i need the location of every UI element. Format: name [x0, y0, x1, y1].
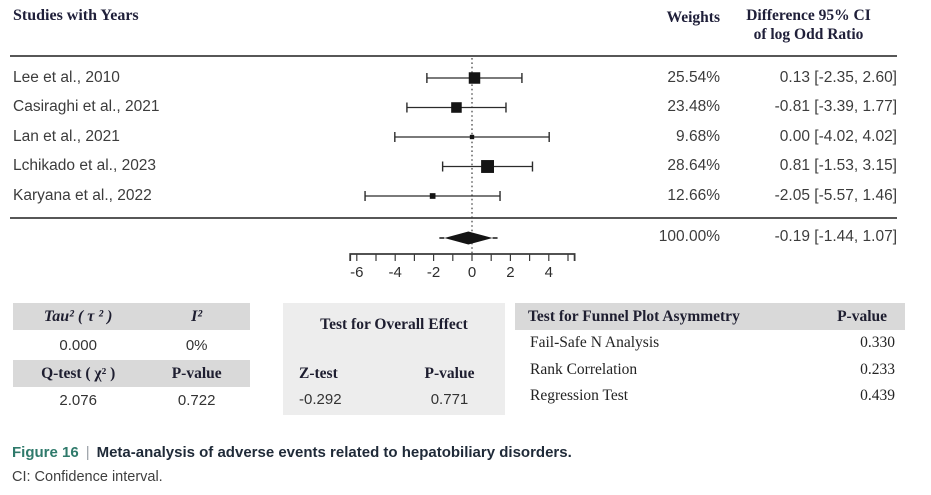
funnel-row-label: Rank Correlation: [530, 360, 638, 378]
funnel-header-band: Test for Funnel Plot Asymmetry P-value: [515, 303, 905, 330]
summary-row: 100.00% -0.19 [-1.44, 1.07]: [0, 223, 897, 251]
funnel-row: Regression Test 0.439: [515, 383, 905, 410]
overall-effect-panel: Test for Overall Effect Z-test P-value -…: [283, 303, 505, 415]
column-header-studies: Studies with Years: [13, 7, 139, 24]
study-label: Casiraghi et al., 2021: [13, 98, 160, 116]
funnel-row: Fail-Safe N Analysis 0.330: [515, 330, 905, 357]
study-ci: 0.00 [-4.02, 4.02]: [779, 127, 897, 145]
qtest-header-band: Q-test ( χ² ) P-value: [13, 360, 250, 387]
study-label: Karyana et al., 2022: [13, 186, 152, 204]
study-weight: 25.54%: [667, 68, 720, 86]
study-marker: [468, 72, 481, 84]
heterogeneity-values-row: 0.000 0%: [13, 330, 250, 360]
tau2-header: Tau² ( τ ² ): [43, 307, 113, 325]
study-weight: 28.64%: [667, 157, 720, 175]
x-axis: [349, 253, 576, 261]
study-marker: [429, 193, 436, 199]
study-weight: 12.66%: [667, 186, 720, 204]
study-weight: 23.48%: [667, 98, 720, 116]
qtest-values-row: 2.076 0.722: [13, 387, 250, 413]
funnel-row-value: 0.330: [860, 334, 895, 352]
tau2-value: 0.000: [59, 336, 97, 354]
qtest-header: Q-test ( χ² ): [41, 364, 116, 382]
summary-ci: -0.19 [-1.44, 1.07]: [774, 228, 897, 245]
funnel-title: Test for Funnel Plot Asymmetry: [528, 307, 740, 325]
funnel-pvalue-header: P-value: [837, 307, 887, 325]
study-ci: 0.81 [-1.53, 3.15]: [779, 157, 897, 175]
study-weight: 9.68%: [676, 127, 720, 145]
study-marker: [469, 134, 475, 140]
i2-value: 0%: [185, 336, 208, 354]
axis-tick-label: -6: [350, 264, 363, 281]
funnel-row: Rank Correlation 0.233: [515, 357, 905, 384]
figure-caption: Figure 16 | Meta-analysis of adverse event…: [12, 444, 572, 461]
i2-header: I²: [191, 307, 203, 325]
column-header-weights: Weights: [666, 9, 720, 26]
ztest-header: Z-test: [299, 365, 338, 382]
overall-effect-title: Test for Overall Effect: [320, 316, 468, 333]
table-header-row: Studies with Years Weights Difference 95…: [0, 7, 897, 45]
study-row: Lan et al., 2021 9.68% 0.00 [-4.02, 4.02…: [0, 122, 897, 152]
study-row: Lchikado et al., 2023 28.64% 0.81 [-1.53…: [0, 152, 897, 182]
forest-plot: -6 -4 -2 0 2 4: [349, 58, 576, 281]
axis-tick-label: -4: [389, 264, 402, 281]
study-row: Lee et al., 2010 25.54% 0.13 [-2.35, 2.6…: [0, 63, 897, 93]
study-label: Lee et al., 2010: [13, 68, 120, 86]
caption-separator: |: [85, 444, 90, 461]
axis-tick-label: 4: [545, 264, 553, 281]
summary-weight: 100.00%: [658, 228, 720, 245]
heterogeneity-table: Tau² ( τ ² ) I² 0.000 0% Q-test ( χ² ) P…: [13, 303, 250, 413]
axis-tick-label: -2: [427, 264, 440, 281]
axis-tick-label: 0: [468, 264, 476, 281]
caption-title: Meta-analysis of adverse events related …: [96, 444, 572, 461]
summary-divider-rule: [10, 217, 897, 219]
study-ci: -0.81 [-3.39, 1.77]: [774, 98, 897, 116]
study-ci: 0.13 [-2.35, 2.60]: [779, 68, 897, 86]
header-divider-rule: [10, 55, 897, 57]
funnel-row-label: Regression Test: [530, 387, 629, 405]
overall-effect-values: -0.292 0.771: [283, 391, 505, 408]
qtest-pvalue-header: P-value: [171, 364, 222, 382]
study-label: Lchikado et al., 2023: [13, 157, 157, 175]
study-ci: -2.05 [-5.57, 1.46]: [774, 186, 897, 204]
funnel-row-value: 0.233: [860, 360, 895, 378]
funnel-row-label: Fail-Safe N Analysis: [530, 334, 660, 352]
study-label: Lan et al., 2021: [13, 127, 120, 145]
study-rows: Lee et al., 2010 25.54% 0.13 [-2.35, 2.6…: [0, 63, 897, 211]
figure-number: Figure 16: [12, 444, 79, 461]
axis-tick-label: 2: [506, 264, 514, 281]
column-header-difference-line2: of log Odd Ratio: [753, 25, 864, 43]
column-header-difference-line1: Difference 95% CI: [746, 7, 871, 24]
overall-effect-headers: Z-test P-value: [283, 365, 505, 383]
qtest-value: 2.076: [59, 391, 97, 409]
ztest-value: -0.292: [299, 391, 342, 408]
funnel-asymmetry-table: Test for Funnel Plot Asymmetry P-value F…: [515, 303, 905, 410]
study-marker: [481, 160, 494, 173]
study-marker: [451, 102, 462, 113]
study-row: Karyana et al., 2022 12.66% -2.05 [-5.57…: [0, 181, 897, 211]
caption-note: CI: Confidence interval.: [12, 469, 163, 485]
heterogeneity-header-band: Tau² ( τ ² ) I²: [13, 303, 250, 330]
study-row: Casiraghi et al., 2021 23.48% -0.81 [-3.…: [0, 93, 897, 123]
funnel-row-value: 0.439: [860, 387, 895, 405]
qtest-pvalue-value: 0.722: [177, 391, 216, 409]
ztest-pvalue-value: 0.771: [430, 391, 469, 408]
column-header-difference: Difference 95% CI of log Odd Ratio: [720, 7, 897, 45]
summary-diamond: [444, 231, 493, 245]
ztest-pvalue-header: P-value: [424, 365, 475, 382]
